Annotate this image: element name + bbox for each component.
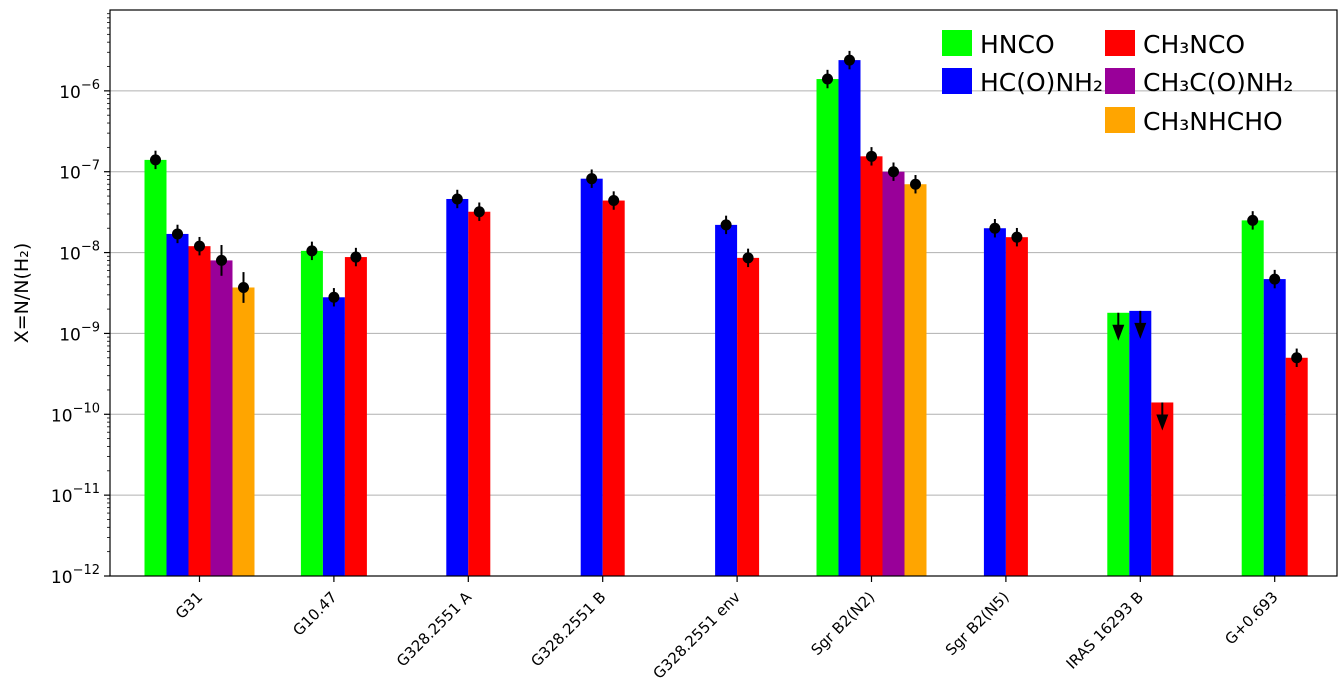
legend-label: HNCO — [980, 30, 1055, 59]
x-tick-label: G328.2551 env — [649, 588, 744, 683]
bar — [144, 159, 167, 576]
bar — [344, 257, 367, 576]
upper-limit-arrow — [1134, 322, 1147, 339]
data-point — [473, 206, 485, 218]
data-point — [1269, 273, 1281, 285]
bar — [1005, 237, 1028, 576]
y-tick-label: 10−11 — [51, 482, 100, 507]
data-point — [866, 150, 877, 162]
y-tick-label: 10−6 — [59, 78, 100, 103]
data-point — [989, 222, 1001, 234]
upper-limit-arrow — [1112, 324, 1125, 341]
bar — [1107, 312, 1130, 576]
legend: HNCO HC(O)NH₂ CH₃NCO CH₃C(O)NH₂ CH₃NHCHO — [942, 30, 1293, 136]
x-tick-label: G31 — [172, 588, 206, 622]
x-tick-label: G328.2551 A — [393, 588, 476, 671]
bar — [1151, 402, 1174, 576]
y-ticks: 10−12 10−11 10−10 10−9 10−8 10−7 10−6 — [51, 13, 110, 588]
bar — [1129, 310, 1152, 576]
axes-frame — [109, 9, 1338, 577]
data-point — [194, 240, 205, 252]
data-point — [822, 73, 833, 85]
data-point — [608, 195, 620, 207]
data-point — [451, 193, 463, 205]
x-ticks: G31 G10.47 G328.2551 A G328.2551 B G328.2551… — [172, 576, 1282, 683]
bar — [715, 224, 738, 577]
data-point — [586, 173, 598, 185]
bar — [446, 198, 469, 576]
x-tick-label: Sgr B2(N5) — [942, 588, 1013, 659]
y-tick-label: 10−9 — [59, 320, 100, 345]
data-point — [1011, 231, 1023, 243]
y-axis-label: X=N/N(H₂) — [11, 243, 33, 344]
bar — [904, 184, 927, 577]
x-tick-label: G328.2551 B — [527, 588, 609, 670]
bar — [468, 211, 491, 576]
bar — [1285, 357, 1308, 576]
upper-limit-arrow — [1156, 414, 1169, 431]
bar — [602, 200, 625, 576]
bar — [322, 297, 345, 576]
x-tick-label: G10.47 — [289, 588, 340, 639]
bar — [580, 178, 603, 576]
bar — [232, 287, 255, 576]
data-point — [328, 291, 340, 303]
bar — [1263, 279, 1286, 576]
data-point — [844, 54, 855, 66]
data-point — [742, 252, 754, 264]
bar — [860, 156, 883, 576]
legend-swatch — [942, 68, 972, 94]
y-tick-label: 10−8 — [59, 240, 100, 265]
legend-swatch — [1105, 68, 1135, 94]
x-tick-label: G+0.693 — [1221, 588, 1281, 648]
data-point — [306, 245, 318, 257]
data-point — [910, 178, 921, 190]
bar — [882, 171, 905, 576]
data-point — [172, 228, 183, 240]
legend-swatch — [1105, 107, 1135, 133]
data-point — [1291, 352, 1303, 364]
y-tick-label: 10−10 — [51, 401, 100, 426]
data-point — [150, 154, 161, 166]
data-point — [216, 254, 227, 266]
error-bars — [150, 50, 1303, 431]
bar — [838, 60, 861, 576]
legend-label: CH₃C(O)NH₂ — [1143, 68, 1293, 97]
data-point — [238, 281, 249, 293]
bar — [1241, 220, 1264, 576]
data-point — [350, 251, 362, 263]
data-point — [1247, 214, 1259, 226]
bar — [210, 260, 233, 576]
bar — [983, 228, 1006, 576]
bar — [816, 79, 839, 576]
y-tick-label: 10−12 — [51, 563, 100, 588]
data-point — [888, 166, 899, 178]
legend-label: CH₃NHCHO — [1143, 107, 1283, 136]
x-tick-label: IRAS 16293 B — [1063, 588, 1148, 673]
bar — [300, 250, 323, 576]
bar — [166, 233, 189, 576]
x-tick-label: Sgr B2(N2) — [807, 588, 878, 659]
bars — [144, 60, 1308, 577]
legend-swatch — [1105, 30, 1135, 56]
bar — [188, 246, 211, 576]
legend-label: CH₃NCO — [1143, 30, 1245, 59]
data-point — [720, 219, 732, 231]
bar — [737, 257, 760, 576]
y-tick-label: 10−7 — [59, 159, 100, 184]
legend-swatch — [942, 30, 972, 56]
legend-label: HC(O)NH₂ — [980, 68, 1103, 97]
